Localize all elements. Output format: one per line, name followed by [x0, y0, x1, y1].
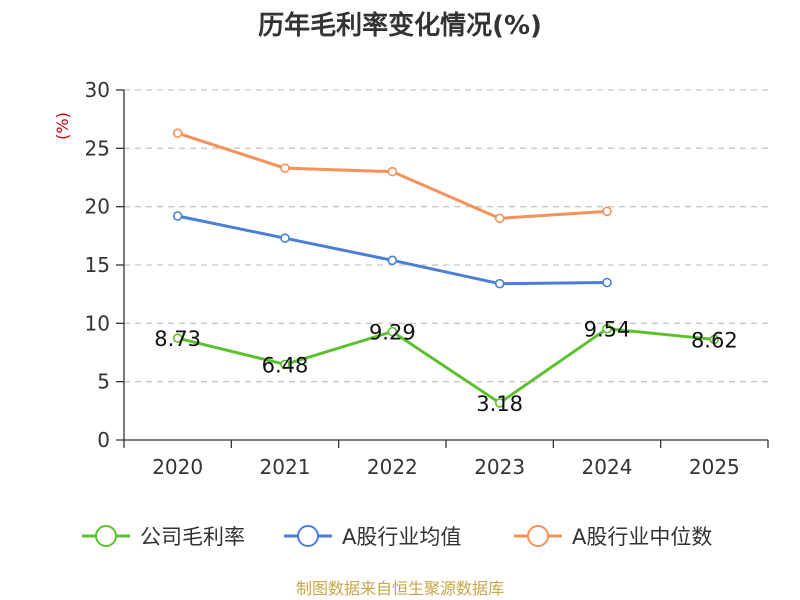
data-label: 9.29	[369, 321, 416, 345]
legend-label: 公司毛利率	[140, 525, 245, 549]
y-tick-label: 15	[85, 253, 110, 277]
y-tick-label: 10	[85, 311, 110, 335]
y-tick-label: 0	[97, 428, 110, 452]
data-point	[280, 233, 290, 243]
data-point	[387, 255, 398, 266]
data-point	[387, 326, 398, 337]
x-tick-labels: 2020 2021 2022 2023 2024 2025	[152, 455, 740, 479]
data-point	[709, 334, 720, 345]
legend-label: A股行业中位数	[572, 525, 712, 549]
x-tick-label: 2022	[367, 455, 418, 479]
y-tick-label: 5	[97, 370, 110, 394]
series-group: 8.73 6.48 9.29 3.18 9.54 8.62	[154, 128, 738, 416]
legend-label: A股行业均值	[342, 525, 461, 549]
x-tick-label: 2025	[689, 455, 740, 479]
grid-lines	[124, 89, 768, 383]
y-tick-label: 20	[85, 195, 110, 219]
series-line	[177, 327, 715, 405]
x-tick-label: 2021	[260, 455, 311, 479]
axes	[116, 89, 769, 448]
data-label: 6.48	[262, 353, 309, 377]
y-tick-labels: 0 5 10 15 20 25 30	[85, 78, 110, 452]
data-point	[602, 277, 612, 288]
legend-marker	[527, 525, 549, 547]
data-point	[280, 359, 290, 370]
y-tick-label: 25	[85, 136, 110, 160]
data-point	[172, 333, 183, 343]
x-tick-label: 2024	[582, 455, 633, 479]
data-point	[602, 206, 612, 217]
data-point	[172, 128, 183, 138]
source-note: 制图数据来自恒生聚源数据库	[296, 579, 504, 598]
x-tick-label: 2023	[474, 455, 525, 479]
x-tick-label: 2020	[152, 455, 203, 479]
data-point	[387, 166, 398, 177]
series-line	[177, 214, 608, 286]
data-point	[494, 398, 505, 408]
data-point	[602, 323, 612, 334]
y-tick-label: 30	[85, 78, 110, 102]
data-label: 3.18	[476, 392, 523, 416]
legend-marker	[297, 525, 319, 547]
legend-marker	[95, 525, 117, 547]
data-label: 8.73	[154, 327, 201, 351]
data-label: 8.62	[691, 328, 738, 352]
data-label: 9.54	[584, 318, 631, 342]
data-point	[172, 211, 183, 221]
data-point	[280, 163, 290, 173]
legend: 公司毛利率 A股行业均值 A股行业中位数	[82, 525, 712, 549]
data-point	[494, 278, 505, 289]
chart-title: 历年毛利率变化情况(%)	[258, 10, 542, 41]
y-axis-label: (%)	[53, 112, 72, 140]
data-point	[494, 213, 505, 224]
